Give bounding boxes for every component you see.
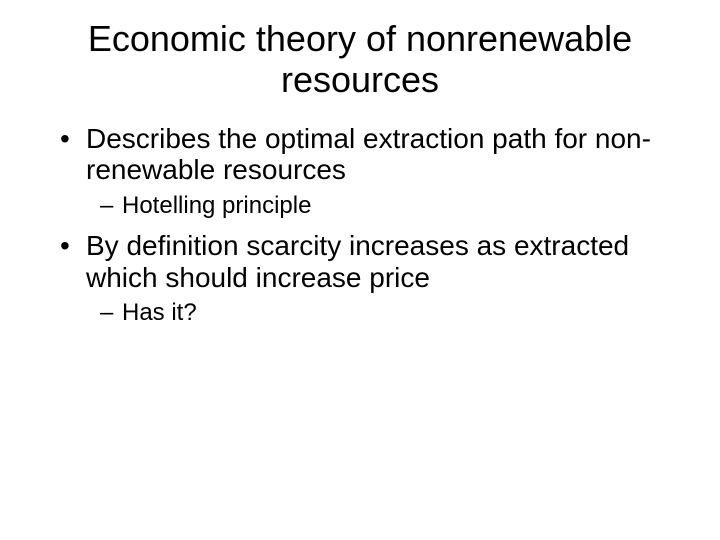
bullet-level1: By definition scarcity increases as extr… bbox=[60, 230, 680, 293]
slide-title: Economic theory of nonrenewable resource… bbox=[40, 18, 680, 101]
bullet-list: Describes the optimal extraction path fo… bbox=[40, 123, 680, 328]
bullet-level2: Hotelling principle bbox=[60, 192, 680, 221]
bullet-level2: Has it? bbox=[60, 299, 680, 328]
bullet-level1: Describes the optimal extraction path fo… bbox=[60, 123, 680, 186]
slide: Economic theory of nonrenewable resource… bbox=[0, 0, 720, 540]
